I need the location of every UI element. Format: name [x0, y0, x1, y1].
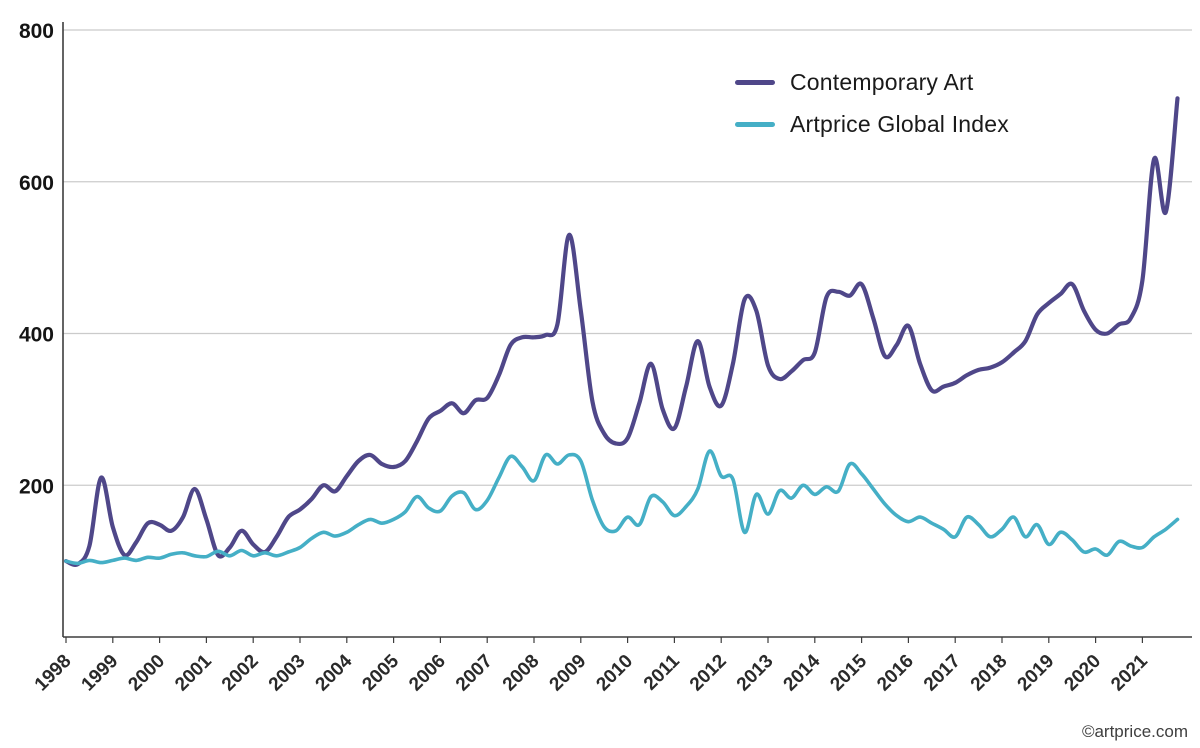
x-axis-label-2005: 2005 [358, 650, 403, 695]
series-line-artprice-global-index [64, 449, 1180, 566]
x-axis-label-2003: 2003 [265, 651, 310, 696]
x-axis-label-2018: 2018 [967, 651, 1012, 696]
x-axis-label-2007: 2007 [452, 651, 497, 696]
x-axis-label-2017: 2017 [920, 651, 965, 696]
x-axis-label-2014: 2014 [780, 650, 825, 695]
x-axis-label-2012: 2012 [686, 651, 731, 696]
y-axis-label-800: 800 [19, 20, 54, 43]
x-axis-label-2010: 2010 [592, 651, 637, 696]
x-axis-label-2011: 2011 [640, 650, 684, 694]
x-axis-label-2013: 2013 [733, 651, 778, 696]
x-axis-label-2008: 2008 [499, 651, 544, 696]
legend-label-artprice-global-index: Artprice Global Index [790, 110, 1009, 137]
x-axis-label-2004: 2004 [312, 650, 357, 695]
legend: Contemporary Art Artprice Global Index [735, 62, 1009, 144]
x-axis-label-2002: 2002 [218, 651, 263, 696]
x-axis-label-2009: 2009 [546, 651, 591, 696]
x-axis-label-2015: 2015 [826, 650, 871, 695]
y-axis-label-400: 400 [19, 324, 54, 347]
legend-item-contemporary-art: Contemporary Art [735, 62, 1009, 102]
legend-label-contemporary-art: Contemporary Art [790, 68, 974, 95]
x-axis-label-1999: 1999 [78, 651, 123, 696]
y-axis-label-600: 600 [19, 172, 54, 195]
legend-item-artprice-global-index: Artprice Global Index [735, 104, 1009, 144]
artprice-global-index-line-swatch [735, 121, 775, 127]
contemporary-art-line-swatch [735, 79, 775, 85]
x-axis-label-2001: 2001 [171, 650, 216, 695]
series-line-contemporary-art [63, 96, 1180, 567]
x-axis-label-2000: 2000 [124, 651, 169, 696]
copyright-credit: ©artprice.com [1081, 722, 1188, 741]
x-axis-label-2021: 2021 [1107, 650, 1152, 695]
x-axis-label-2006: 2006 [405, 651, 450, 696]
x-axis-label-2020: 2020 [1060, 651, 1105, 696]
y-axis-label-200: 200 [19, 475, 54, 498]
x-axis-label-2016: 2016 [873, 651, 918, 696]
x-axis-label-1998: 1998 [31, 651, 76, 696]
x-axis-label-2019: 2019 [1014, 651, 1059, 696]
